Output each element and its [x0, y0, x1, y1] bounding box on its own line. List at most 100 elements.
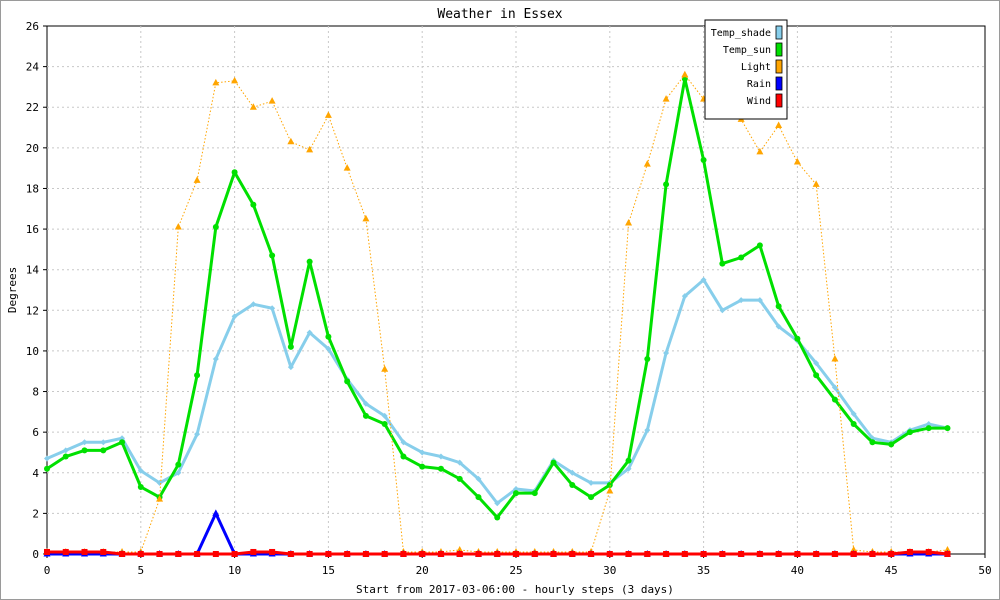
data-point-temp-sun	[269, 252, 276, 259]
legend-swatch-rain	[775, 76, 783, 91]
data-point-temp-sun	[700, 157, 707, 164]
data-point-wind	[194, 551, 201, 557]
data-point-temp-shade	[625, 465, 632, 472]
data-point-wind	[175, 551, 182, 557]
data-point-wind	[813, 551, 820, 557]
data-point-wind	[625, 551, 632, 557]
y-tick-label: 2	[32, 507, 39, 520]
data-point-light	[831, 355, 839, 362]
data-point-wind	[644, 551, 651, 557]
data-point-temp-sun	[456, 475, 463, 482]
data-point-light	[681, 70, 689, 78]
data-point-temp-sun	[119, 439, 126, 446]
data-point-temp-shade	[194, 431, 201, 438]
data-point-wind	[62, 548, 69, 555]
data-point-temp-sun	[906, 429, 913, 436]
data-point-light	[231, 76, 239, 84]
data-point-temp-sun	[888, 441, 895, 448]
data-point-wind	[681, 551, 688, 557]
legend-swatch-light	[775, 59, 783, 74]
data-point-temp-shade	[775, 323, 782, 330]
data-point-temp-shade	[719, 307, 726, 314]
data-point-wind	[606, 551, 613, 557]
data-point-light	[324, 111, 332, 118]
data-point-wind	[344, 551, 351, 557]
data-point-temp-sun	[362, 412, 369, 419]
y-tick-label: 14	[26, 264, 40, 277]
data-point-temp-sun	[869, 439, 876, 446]
data-point-temp-sun	[663, 181, 670, 188]
data-point-temp-shade	[644, 427, 651, 434]
data-point-wind	[775, 551, 782, 557]
data-point-temp-sun	[494, 514, 501, 521]
data-point-light	[212, 78, 220, 86]
data-point-temp-shade	[81, 439, 88, 446]
data-point-light	[625, 218, 633, 226]
x-axis-title: Start from 2017-03-06:00 - hourly steps …	[356, 583, 674, 596]
data-point-temp-sun	[850, 421, 857, 428]
data-point-wind	[850, 551, 857, 557]
data-point-light	[287, 137, 295, 145]
legend-swatch-temp-shade	[775, 25, 783, 40]
data-point-light	[756, 147, 764, 155]
data-point-temp-shade	[306, 329, 313, 336]
data-point-wind	[44, 548, 50, 555]
data-point-temp-sun	[813, 372, 820, 379]
data-point-temp-sun	[287, 343, 294, 350]
data-point-temp-sun	[250, 201, 257, 208]
data-point-wind	[325, 551, 332, 557]
series-wind	[44, 548, 951, 557]
x-tick-label: 45	[885, 564, 898, 577]
data-point-temp-shade	[62, 447, 69, 454]
data-point-wind	[381, 551, 388, 557]
data-point-rain	[212, 509, 220, 516]
data-point-temp-sun	[588, 494, 595, 501]
data-point-wind	[400, 551, 407, 557]
data-point-light	[362, 214, 370, 222]
data-point-wind	[419, 551, 426, 557]
data-point-temp-sun	[100, 447, 107, 454]
data-point-temp-shade	[738, 297, 745, 304]
y-tick-label: 4	[32, 467, 39, 480]
data-point-temp-shade	[362, 400, 369, 407]
data-point-temp-sun	[756, 242, 763, 249]
data-point-temp-shade	[588, 479, 595, 486]
x-tick-label: 15	[322, 564, 335, 577]
data-point-temp-shade	[756, 297, 763, 304]
y-axis-title: Degrees	[6, 267, 19, 313]
y-tick-label: 8	[32, 386, 39, 399]
data-point-light	[306, 145, 314, 153]
grid	[46, 25, 986, 555]
data-point-wind	[231, 551, 238, 557]
data-point-temp-shade	[456, 459, 463, 466]
data-point-wind	[437, 551, 444, 557]
legend-label-temp-sun: Temp_sun	[723, 45, 771, 56]
data-point-wind	[269, 548, 276, 555]
data-point-wind	[212, 551, 219, 557]
y-tick-label: 12	[26, 304, 39, 317]
data-point-temp-sun	[944, 425, 951, 432]
x-tick-label: 0	[44, 564, 51, 577]
legend-box	[704, 19, 788, 120]
data-point-light	[174, 223, 182, 230]
data-point-temp-shade	[231, 313, 238, 320]
series-temp-sun	[44, 75, 951, 521]
plot-area	[46, 25, 986, 555]
data-point-wind	[550, 551, 557, 557]
data-point-wind	[513, 551, 519, 557]
data-point-temp-sun	[513, 490, 519, 497]
data-point-light	[268, 97, 276, 104]
data-point-wind	[569, 551, 576, 557]
data-point-wind	[531, 551, 538, 557]
data-point-temp-shade	[400, 439, 407, 446]
data-point-temp-sun	[475, 494, 482, 501]
data-point-light	[606, 487, 614, 494]
data-point-light	[249, 103, 257, 110]
data-point-temp-shade	[569, 469, 576, 476]
x-tick-label: 30	[603, 564, 616, 577]
y-tick-label: 10	[26, 345, 39, 358]
data-point-temp-shade	[287, 364, 294, 371]
data-point-temp-sun	[400, 453, 407, 460]
